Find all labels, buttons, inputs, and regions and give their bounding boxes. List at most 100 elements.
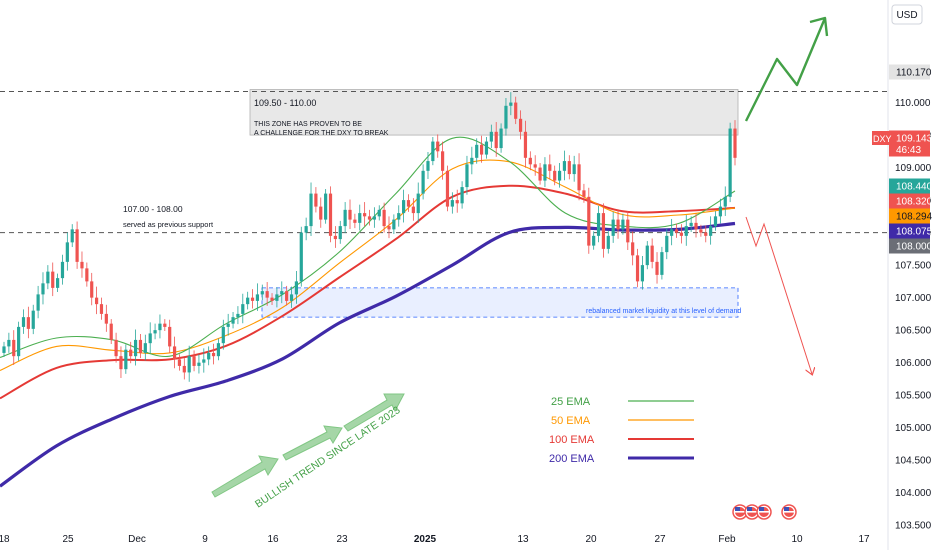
candle-body[interactable] <box>192 356 196 366</box>
candle-body[interactable] <box>397 213 401 220</box>
candle-body[interactable] <box>441 151 445 171</box>
candle-body[interactable] <box>270 297 274 301</box>
candle-body[interactable] <box>367 216 372 220</box>
candle-body[interactable] <box>333 235 337 240</box>
candle-body[interactable] <box>26 317 30 329</box>
candle-body[interactable] <box>85 268 89 282</box>
candle-body[interactable] <box>353 219 357 223</box>
candle-body[interactable] <box>299 232 303 282</box>
candle-body[interactable] <box>650 245 654 262</box>
candle-body[interactable] <box>31 310 35 329</box>
candle-body[interactable] <box>635 255 640 282</box>
candle-body[interactable] <box>260 291 264 295</box>
candle-body[interactable] <box>406 200 411 207</box>
candle-body[interactable] <box>689 222 693 227</box>
candle-body[interactable] <box>411 206 415 214</box>
candle-body[interactable] <box>99 304 104 314</box>
candle-body[interactable] <box>309 193 313 227</box>
candle-body[interactable] <box>124 349 128 370</box>
bullish-projection-arrow[interactable] <box>744 17 827 122</box>
candle-body[interactable] <box>265 291 269 298</box>
candle-body[interactable] <box>328 193 333 236</box>
candle-body[interactable] <box>148 333 152 344</box>
candle-body[interactable] <box>455 200 459 204</box>
candle-body[interactable] <box>562 161 567 171</box>
ema100-line[interactable] <box>0 184 736 400</box>
candle-body[interactable] <box>684 226 688 236</box>
candle-body[interactable] <box>153 330 157 334</box>
candle-body[interactable] <box>275 294 279 301</box>
time-axis[interactable]: 18 25 Dec 9 16 23 2025 13 20 27 Feb 10 17 <box>0 534 870 545</box>
candle-body[interactable] <box>475 144 479 158</box>
candle-body[interactable] <box>314 193 318 207</box>
candle-body[interactable] <box>699 229 703 233</box>
candle-body[interactable] <box>12 339 16 357</box>
candle-body[interactable] <box>499 128 503 149</box>
candle-body[interactable] <box>465 164 469 188</box>
candle-body[interactable] <box>436 141 440 152</box>
candle-body[interactable] <box>450 200 454 207</box>
candle-body[interactable] <box>533 164 537 168</box>
candle-body[interactable] <box>694 222 698 230</box>
candle-body[interactable] <box>587 196 591 246</box>
candle-body[interactable] <box>163 323 167 327</box>
candle-body[interactable] <box>202 359 206 363</box>
candle-body[interactable] <box>114 339 118 357</box>
candle-body[interactable] <box>655 261 659 275</box>
candle-body[interactable] <box>479 144 484 155</box>
candle-body[interactable] <box>250 297 255 301</box>
candle-body[interactable] <box>723 196 727 207</box>
candle-body[interactable] <box>294 281 298 295</box>
bearish-projection-arrow[interactable] <box>745 216 812 374</box>
candle-body[interactable] <box>363 213 367 217</box>
candle-body[interactable] <box>402 200 406 214</box>
demand-zone[interactable] <box>261 287 739 318</box>
candle-body[interactable] <box>660 252 664 275</box>
candle-body[interactable] <box>36 294 40 311</box>
candle-body[interactable] <box>143 343 147 353</box>
price-axis-bg[interactable] <box>888 0 932 550</box>
candle-body[interactable] <box>572 164 576 175</box>
candle-body[interactable] <box>158 323 162 331</box>
currency-button[interactable]: USD <box>891 4 923 25</box>
candle-body[interactable] <box>182 365 186 373</box>
candle-body[interactable] <box>216 343 221 357</box>
candle-body[interactable] <box>246 297 250 305</box>
candle-body[interactable] <box>577 164 581 191</box>
candle-body[interactable] <box>592 235 596 246</box>
candle-body[interactable] <box>494 131 498 149</box>
candle-body[interactable] <box>596 213 601 236</box>
candle-body[interactable] <box>484 141 489 155</box>
candle-body[interactable] <box>51 271 55 288</box>
candle-body[interactable] <box>553 170 557 181</box>
candle-body[interactable] <box>226 323 230 327</box>
candle-body[interactable] <box>713 216 718 227</box>
candle-body[interactable] <box>631 242 635 256</box>
candle-body[interactable] <box>616 219 620 230</box>
candle-body[interactable] <box>377 209 381 217</box>
candle-body[interactable] <box>679 232 683 236</box>
candle-body[interactable] <box>416 193 420 214</box>
candle-body[interactable] <box>75 229 79 262</box>
event-flag-icon[interactable] <box>781 504 797 520</box>
candle-body[interactable] <box>518 118 523 132</box>
candle-body[interactable] <box>285 291 289 301</box>
candle-body[interactable] <box>94 297 99 305</box>
candle-body[interactable] <box>470 157 474 165</box>
candle-body[interactable] <box>138 339 143 353</box>
candle-body[interactable] <box>557 170 562 181</box>
candle-body[interactable] <box>372 216 376 220</box>
candle-body[interactable] <box>387 226 391 230</box>
candle-body[interactable] <box>665 235 669 253</box>
candle-body[interactable] <box>538 167 542 181</box>
candle-body[interactable] <box>674 229 679 233</box>
candle-body[interactable] <box>172 346 177 360</box>
candle-body[interactable] <box>255 294 260 301</box>
candle-body[interactable] <box>7 339 11 347</box>
candle-body[interactable] <box>670 229 674 236</box>
candle-body[interactable] <box>421 170 425 194</box>
candle-body[interactable] <box>236 313 240 318</box>
candle-body[interactable] <box>65 242 69 262</box>
candle-body[interactable] <box>548 164 552 171</box>
candle-body[interactable] <box>280 291 284 295</box>
